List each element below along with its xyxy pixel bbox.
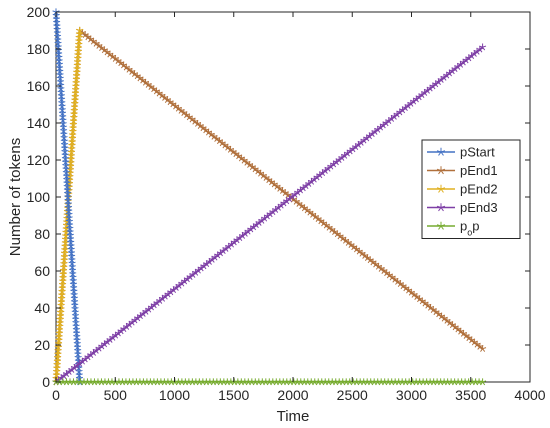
star-icon	[436, 166, 446, 175]
y-tick-label: 100	[27, 189, 51, 205]
x-tick-label: 4000	[514, 387, 545, 403]
x-tick-label: 0	[52, 387, 60, 403]
x-tick-label: 500	[104, 387, 128, 403]
star-icon	[436, 184, 446, 193]
legend-label: pEnd2	[460, 182, 498, 197]
x-tick-label: 1000	[159, 387, 190, 403]
x-tick-label: 3500	[455, 387, 486, 403]
x-tick-label: 2500	[337, 387, 368, 403]
y-axis-label: Number of tokens	[7, 138, 24, 256]
x-tick-label: 3000	[396, 387, 427, 403]
x-tick-label: 1500	[218, 387, 249, 403]
legend-label: pEnd3	[460, 200, 498, 215]
series-markers	[52, 8, 84, 386]
star-icon	[436, 147, 446, 156]
tick-layer: 0 500 1000 1500 2000 2500 3000 3500 4000 0 20 40 60 8…	[27, 4, 546, 403]
legend-item-pEnd1: pEnd1	[427, 163, 498, 178]
y-tick-label: 60	[34, 263, 50, 279]
star-icon	[436, 221, 446, 230]
legend-label: pStart	[460, 145, 495, 160]
y-tick-label: 120	[27, 152, 51, 168]
legend-item-pEnd3: pEnd3	[427, 200, 498, 215]
star-icon	[436, 203, 446, 212]
x-axis-label: Time	[277, 408, 310, 425]
x-tick-label: 2000	[277, 387, 308, 403]
legend: pStart pEnd1 pEnd2 pEnd3 pop	[421, 139, 521, 239]
legend-label: pEnd1	[460, 163, 498, 178]
y-tick-label: 80	[34, 226, 50, 242]
y-tick-label: 180	[27, 41, 51, 57]
y-tick-label: 0	[42, 374, 50, 390]
y-tick-label: 200	[27, 4, 51, 20]
series-pStart	[52, 8, 84, 386]
y-tick-label: 160	[27, 78, 51, 94]
legend-item-pEnd2: pEnd2	[427, 182, 498, 197]
legend-label: pop	[460, 219, 479, 238]
y-tick-label: 20	[34, 337, 50, 353]
legend-item-p_op: pop	[427, 219, 479, 238]
legend-item-pStart: pStart	[427, 145, 495, 160]
y-tick-label: 40	[34, 300, 50, 316]
y-tick-label: 140	[27, 115, 51, 131]
